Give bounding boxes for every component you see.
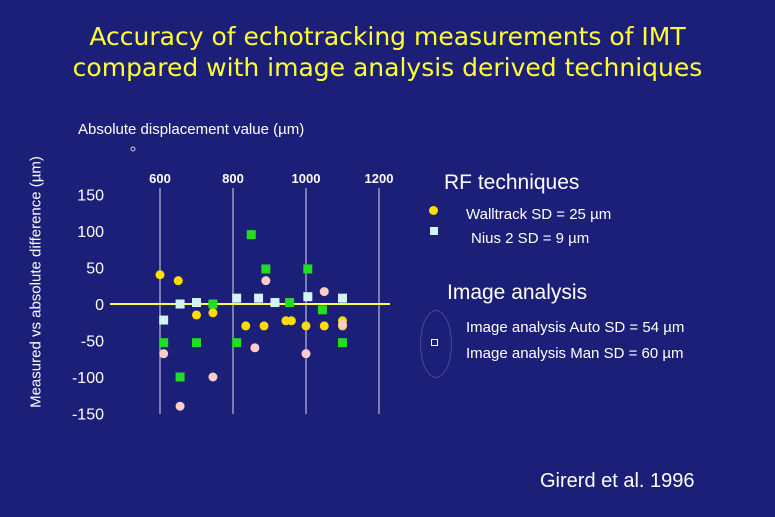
y-tick-label: 50 bbox=[86, 261, 104, 278]
data-point-series-0 bbox=[208, 308, 218, 318]
x-tick-label: 1200 bbox=[365, 171, 394, 186]
y-tick-label: -150 bbox=[72, 407, 104, 424]
legend-item-ia-auto: Image analysis Auto SD = 54 µm bbox=[466, 319, 685, 336]
y-tick-label: -50 bbox=[81, 334, 104, 351]
citation: Girerd et al. 1996 bbox=[540, 470, 695, 492]
data-point-series-1 bbox=[254, 293, 264, 303]
legend-ellipse-marker bbox=[420, 310, 452, 378]
x-axis-label: Absolute displacement value (µm) bbox=[78, 121, 305, 138]
data-point-series-1 bbox=[192, 298, 201, 308]
data-point-series-2 bbox=[317, 305, 327, 315]
data-point-series-2 bbox=[175, 372, 185, 382]
y-tick-label: 100 bbox=[77, 224, 104, 241]
y-tick-label: 150 bbox=[77, 188, 104, 205]
x-tick-label: 600 bbox=[149, 171, 171, 186]
data-point-series-0 bbox=[259, 321, 269, 331]
data-point-series-2 bbox=[285, 298, 295, 308]
data-point-series-2 bbox=[303, 264, 313, 274]
data-point-series-3 bbox=[250, 343, 260, 353]
legend-marker-image-analysis bbox=[431, 339, 438, 346]
y-tick-label: -100 bbox=[72, 370, 104, 387]
data-point-series-3 bbox=[208, 372, 218, 382]
x-tick-label: 1000 bbox=[292, 171, 321, 186]
chart-title-line2: compared with image analysis derived tec… bbox=[72, 53, 703, 82]
legend-item-walltrack: Walltrack SD = 25 µm bbox=[466, 206, 612, 223]
data-point-series-2 bbox=[246, 230, 256, 240]
data-point-series-3 bbox=[301, 349, 311, 359]
data-point-series-0 bbox=[241, 321, 251, 331]
data-point-series-0 bbox=[301, 321, 311, 331]
data-point-series-0 bbox=[173, 276, 183, 286]
data-point-series-2 bbox=[192, 338, 201, 348]
chart-title-line1: Accuracy of echotracking measurements of… bbox=[89, 22, 686, 51]
data-point-series-3 bbox=[319, 287, 329, 297]
legend-item-nius: Nius 2 SD = 9 µm bbox=[471, 230, 590, 247]
small-circle-marker bbox=[130, 146, 136, 152]
data-point-series-1 bbox=[303, 292, 313, 302]
data-point-series-2 bbox=[208, 299, 218, 309]
data-point-series-3 bbox=[175, 401, 185, 411]
data-point-series-3 bbox=[261, 276, 271, 286]
data-point-series-2 bbox=[232, 338, 242, 348]
data-point-series-0 bbox=[319, 321, 329, 331]
data-point-series-3 bbox=[159, 349, 169, 359]
legend-item-ia-man: Image analysis Man SD = 60 µm bbox=[466, 345, 684, 362]
legend-marker-nius bbox=[430, 227, 438, 235]
data-point-series-2 bbox=[159, 338, 169, 348]
data-point-series-0 bbox=[192, 310, 201, 320]
data-point-series-3 bbox=[338, 319, 347, 329]
data-point-series-1 bbox=[338, 293, 347, 303]
data-point-series-0 bbox=[155, 270, 165, 280]
data-point-series-1 bbox=[232, 293, 242, 303]
data-point-series-1 bbox=[159, 315, 169, 325]
data-point-series-0 bbox=[286, 316, 296, 326]
legend-marker-walltrack bbox=[429, 206, 438, 215]
data-point-series-1 bbox=[175, 299, 185, 309]
data-point-series-1 bbox=[270, 298, 280, 308]
data-point-series-2 bbox=[338, 338, 347, 348]
y-tick-label: 0 bbox=[95, 297, 104, 314]
x-tick-label: 800 bbox=[222, 171, 244, 186]
legend-heading-image-analysis: Image analysis bbox=[447, 281, 588, 304]
legend-heading-rf: RF techniques bbox=[444, 171, 580, 194]
data-point-series-2 bbox=[261, 264, 271, 274]
